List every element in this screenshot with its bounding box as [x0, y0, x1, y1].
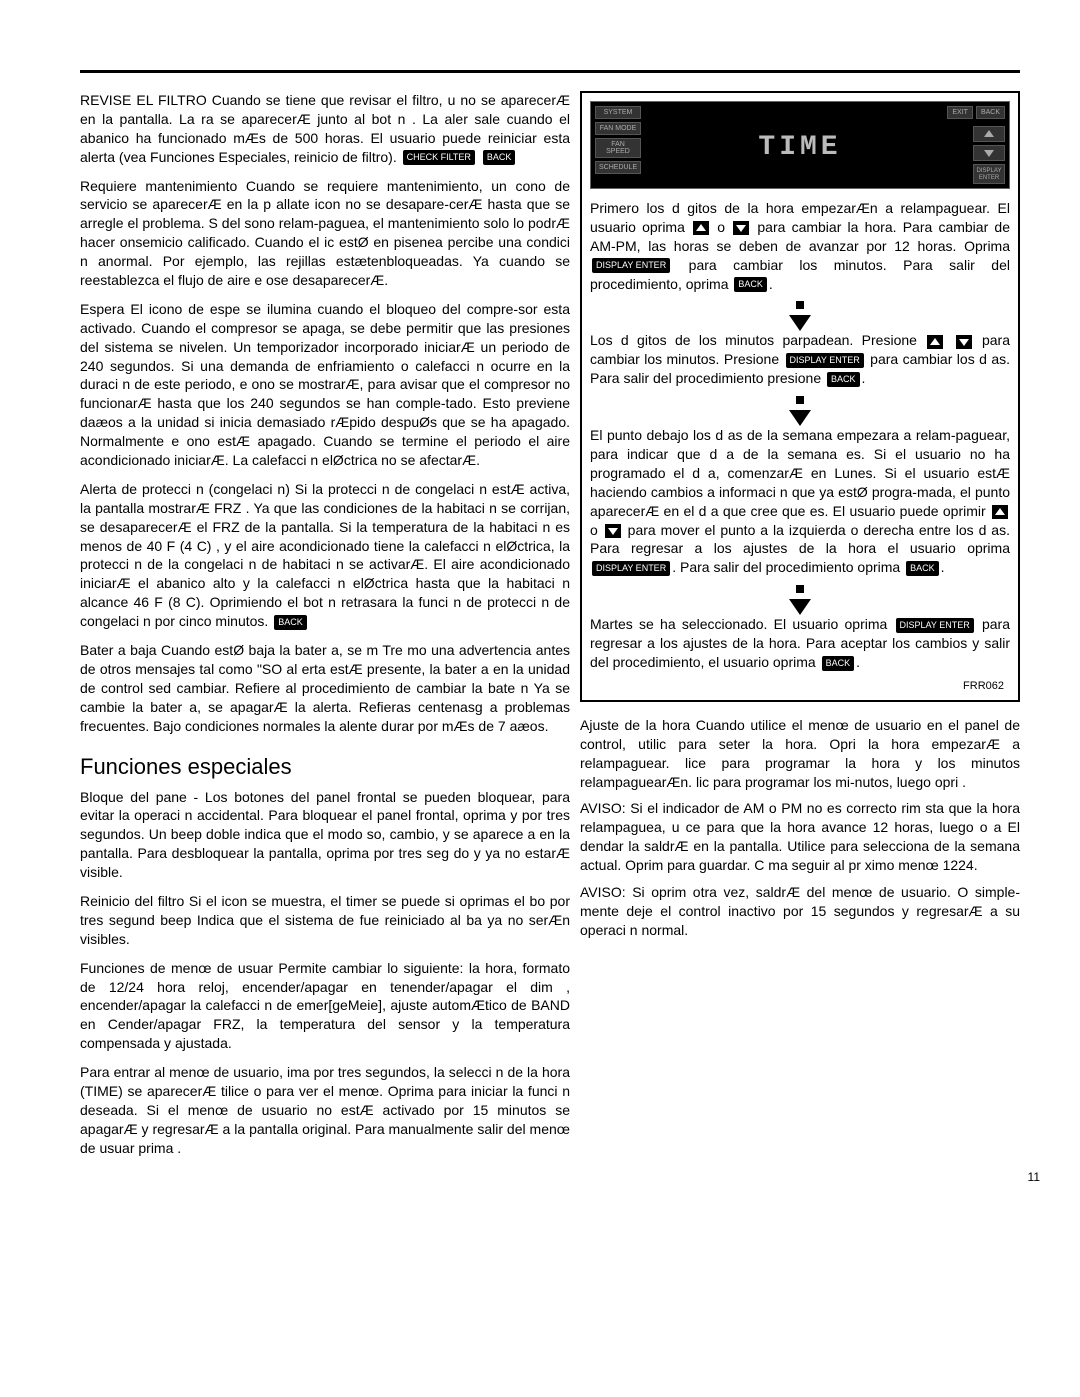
display-enter-button-icon: DISPLAY ENTER [896, 618, 974, 633]
two-column-layout: REVISE EL FILTRO Cuando se tiene que rev… [80, 91, 1020, 1168]
check-filter-button-icon: CHECK FILTER [403, 150, 475, 165]
panel-btn-exit: EXIT [947, 106, 973, 119]
top-rule [80, 70, 1020, 73]
right-column: SYSTEM FAN MODE FAN SPEED SCHEDULE EXIT … [580, 91, 1020, 948]
text: Alerta de protecci n (congelaci n) Si la… [80, 481, 570, 629]
para-aviso-salir: AVISO: Si oprim otra vez, saldrÆ del men… [580, 883, 1020, 940]
para-ajuste-hora: Ajuste de la hora Cuando utilice el menœ… [580, 716, 1020, 792]
up-arrow-icon [927, 335, 943, 349]
page-number: 11 [1028, 1170, 1040, 1184]
text: Requiere mantenimiento Cuando se requier… [80, 178, 570, 288]
back-button-icon: BACK [483, 150, 516, 165]
display-enter-button-icon: DISPLAY ENTER [592, 258, 670, 273]
text: AVISO: Si el indicador de AM o PM no es … [580, 800, 1020, 873]
panel-btn-back: BACK [976, 106, 1005, 119]
text: Espera El icono de espe se ilumina cuand… [80, 301, 570, 468]
flow-arrow-down-icon [789, 396, 811, 418]
para-frz: Alerta de protecci n (congelaci n) Si la… [80, 480, 570, 631]
para-bateria: Bater a baja Cuando estØ baja la bater a… [80, 641, 570, 735]
text: Bater a baja Cuando estØ baja la bater a… [80, 642, 570, 734]
left-column: REVISE EL FILTRO Cuando se tiene que rev… [80, 91, 570, 1168]
text: AVISO: Si oprim otra vez, saldrÆ del men… [580, 884, 1020, 938]
step4-text: Martes se ha seleccionado. El usuario op… [590, 615, 1010, 672]
step2-text: Los d gitos de los minutos parpadean. Pr… [590, 331, 1010, 388]
down-arrow-icon [733, 221, 749, 235]
para-bloqueo-panel: Bloque del pane - Los botones del panel … [80, 788, 570, 882]
back-button-icon: BACK [906, 561, 939, 576]
procedure-frame: SYSTEM FAN MODE FAN SPEED SCHEDULE EXIT … [580, 91, 1020, 702]
para-menu-usuario-funciones: Funciones de menœ de usuar Permite cambi… [80, 959, 570, 1053]
display-enter-button-icon: DISPLAY ENTER [786, 353, 864, 368]
step3-text: El punto debajo los d as de la semana em… [590, 426, 1010, 577]
text: Para entrar al menœ de usuario, ima por … [80, 1064, 570, 1156]
flow-arrow-down-icon [789, 585, 811, 607]
display-enter-button-icon: DISPLAY ENTER [592, 561, 670, 576]
back-button-icon: BACK [274, 615, 307, 630]
down-arrow-icon [605, 524, 621, 538]
para-aviso-ampm: AVISO: Si el indicador de AM o PM no es … [580, 799, 1020, 875]
para-reinicio-filtro: Reinicio del filtro Si el icon se muestr… [80, 892, 570, 949]
para-mantenimiento: Requiere mantenimiento Cuando se requier… [80, 177, 570, 290]
back-button-icon: BACK [827, 372, 860, 387]
panel-top-right-buttons: EXIT BACK [947, 106, 1005, 119]
panel-screen-text: TIME [591, 132, 1009, 163]
para-entrar-menu: Para entrar al menœ de usuario, ima por … [80, 1063, 570, 1157]
flow-arrow-down-icon [789, 301, 811, 323]
back-button-icon: BACK [822, 656, 855, 671]
back-button-icon: BACK [734, 277, 767, 292]
figure-ref: FRR062 [590, 680, 1004, 692]
text: Reinicio del filtro Si el icon se muestr… [80, 893, 570, 947]
up-arrow-icon [693, 221, 709, 235]
text: Funciones de menœ de usuar Permite cambi… [80, 960, 570, 1052]
control-panel-illustration: SYSTEM FAN MODE FAN SPEED SCHEDULE EXIT … [590, 101, 1010, 189]
down-arrow-icon [956, 335, 972, 349]
up-arrow-icon [992, 505, 1008, 519]
step1-text: Primero los d gitos de la hora empezarÆn… [590, 199, 1010, 293]
text: Bloque del pane - Los botones del panel … [80, 789, 570, 881]
para-revise-filtro: REVISE EL FILTRO Cuando se tiene que rev… [80, 91, 570, 167]
panel-btn-system: SYSTEM [595, 106, 641, 119]
para-espera: Espera El icono de espe se ilumina cuand… [80, 300, 570, 470]
heading-funciones-especiales: Funciones especiales [80, 754, 570, 780]
text: Ajuste de la hora Cuando utilice el menœ… [580, 717, 1020, 790]
panel-btn-display-enter: DISPLAY ENTER [973, 164, 1005, 184]
